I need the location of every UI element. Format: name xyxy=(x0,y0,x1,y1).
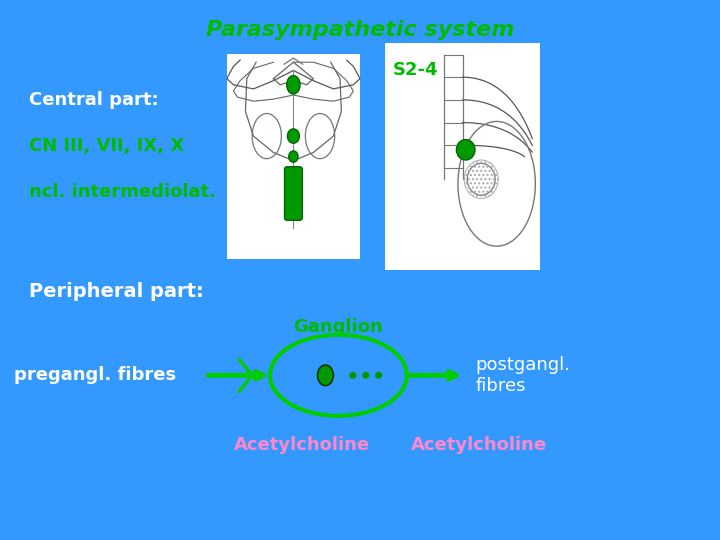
Text: S2-4: S2-4 xyxy=(392,61,438,79)
Ellipse shape xyxy=(362,372,369,379)
Text: pregangl. fibres: pregangl. fibres xyxy=(14,366,176,384)
Text: Ganglion: Ganglion xyxy=(294,318,383,336)
Text: Acetylcholine: Acetylcholine xyxy=(410,436,547,455)
Text: ncl. intermediolat.: ncl. intermediolat. xyxy=(29,183,216,201)
Text: Acetylcholine: Acetylcholine xyxy=(234,436,371,455)
Ellipse shape xyxy=(287,76,300,94)
Ellipse shape xyxy=(287,129,300,143)
Text: postgangl.
fibres: postgangl. fibres xyxy=(475,356,570,395)
FancyBboxPatch shape xyxy=(284,167,302,220)
Ellipse shape xyxy=(289,151,298,162)
Text: Peripheral part:: Peripheral part: xyxy=(29,282,204,301)
Bar xyxy=(385,43,540,270)
Text: Parasympathetic system: Parasympathetic system xyxy=(206,19,514,40)
Ellipse shape xyxy=(456,139,475,160)
Ellipse shape xyxy=(349,372,356,379)
Text: CN III, VII, IX, X: CN III, VII, IX, X xyxy=(29,137,184,155)
Ellipse shape xyxy=(318,365,333,386)
Ellipse shape xyxy=(375,372,382,379)
Bar xyxy=(227,54,360,259)
Text: Central part:: Central part: xyxy=(29,91,158,109)
